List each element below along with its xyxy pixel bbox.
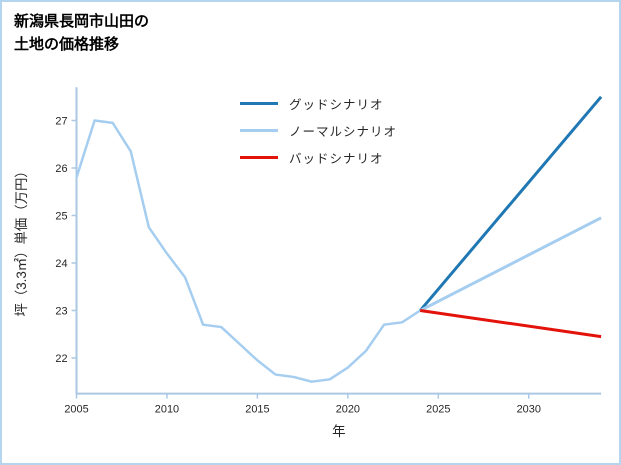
svg-text:年: 年 [332,424,345,439]
svg-text:25: 25 [55,210,67,222]
chart-title-line1: 新潟県長岡市山田の [14,13,150,30]
legend-item-bad-scenario: バッドシナリオ [240,144,397,171]
good-scenario-line-swatch [240,102,278,105]
good-scenario-label: グッドシナリオ [289,98,384,112]
svg-text:23: 23 [55,305,67,317]
chart-title-line2: 土地の価格推移 [14,36,120,54]
normal-scenario-label: ノーマルシナリオ [289,125,398,139]
svg-text:24: 24 [55,258,67,270]
svg-text:坪（3.3㎡）単価（万円）: 坪（3.3㎡）単価（万円） [14,164,29,316]
legend-item-good-scenario: グッドシナリオ [240,90,397,117]
chart-title: 新潟県長岡市山田の 土地の価格推移 [14,10,149,57]
svg-text:2025: 2025 [426,403,450,415]
svg-text:2020: 2020 [336,403,360,415]
svg-text:2015: 2015 [245,403,269,415]
bad-scenario-line-swatch [240,156,278,159]
chart-legend: グッドシナリオ ノーマルシナリオ バッドシナリオ [240,90,397,171]
svg-text:2005: 2005 [64,403,88,415]
svg-text:2010: 2010 [155,403,179,415]
bad-scenario-label: バッドシナリオ [289,152,384,166]
svg-text:22: 22 [55,353,67,365]
svg-text:27: 27 [55,115,67,127]
svg-text:2030: 2030 [517,403,541,415]
svg-text:26: 26 [55,163,67,175]
normal-scenario-line-swatch [240,129,278,132]
legend-item-normal-scenario: ノーマルシナリオ [240,117,397,144]
